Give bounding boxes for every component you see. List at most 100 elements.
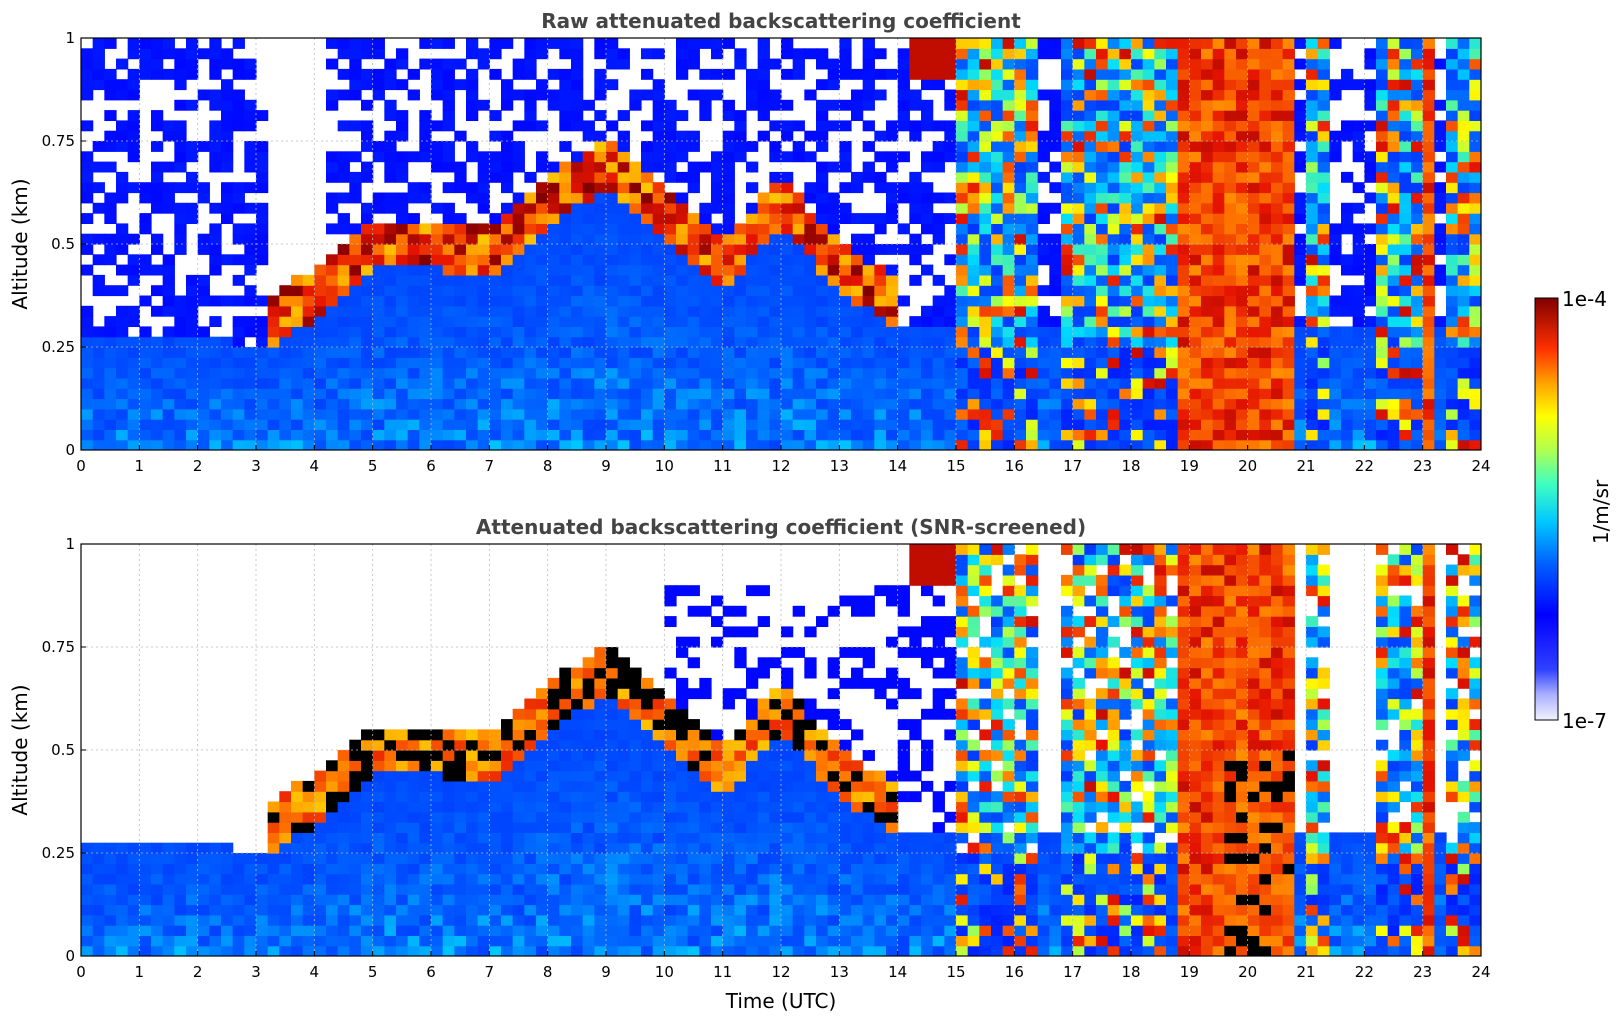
- heatmap-cell: [1388, 79, 1400, 90]
- heatmap-cell: [1189, 162, 1201, 173]
- heatmap-cell: [956, 223, 968, 234]
- heatmap-cell: [816, 306, 828, 317]
- heatmap-cell: [1166, 48, 1178, 59]
- heatmap-cell: [1061, 110, 1073, 121]
- heatmap-cell: [209, 131, 221, 142]
- heatmap-cell: [1026, 388, 1038, 399]
- heatmap-cell: [886, 399, 898, 410]
- heatmap-cell: [349, 894, 361, 905]
- heatmap-cell: [1154, 378, 1166, 389]
- heatmap-cell: [816, 131, 828, 142]
- heatmap-cell: [513, 203, 525, 214]
- heatmap-cell: [163, 182, 175, 193]
- heatmap-cell: [198, 357, 210, 368]
- heatmap-cell: [968, 440, 980, 451]
- heatmap-cell: [1341, 388, 1353, 399]
- heatmap-cell: [874, 296, 886, 307]
- heatmap-cell: [1014, 306, 1026, 317]
- heatmap-cell: [513, 213, 525, 224]
- heatmap-cell: [699, 316, 711, 327]
- heatmap-cell: [688, 357, 700, 368]
- heatmap-cell: [151, 203, 163, 214]
- heatmap-cell: [653, 399, 665, 410]
- heatmap-cell: [1108, 337, 1120, 348]
- heatmap-cell: [1318, 429, 1330, 440]
- heatmap-cell: [723, 172, 735, 183]
- heatmap-cell: [1224, 234, 1236, 245]
- heatmap-cell: [1329, 151, 1341, 162]
- heatmap-cell: [629, 213, 641, 224]
- heatmap-cell: [1434, 275, 1446, 286]
- heatmap-cell: [734, 429, 746, 440]
- heatmap-cell: [466, 326, 478, 337]
- heatmap-cell: [1259, 326, 1271, 337]
- heatmap-cell: [536, 254, 548, 265]
- heatmap-cell: [1119, 326, 1131, 337]
- heatmap-cell: [909, 193, 921, 204]
- heatmap-cell: [163, 399, 175, 410]
- heatmap-cell: [466, 48, 478, 59]
- heatmap-cell: [653, 254, 665, 265]
- heatmap-cell: [699, 399, 711, 410]
- heatmap-cell: [233, 90, 245, 101]
- heatmap-cell: [921, 69, 933, 80]
- heatmap-cell: [921, 409, 933, 420]
- heatmap-cell: [956, 193, 968, 204]
- heatmap-cell: [384, 275, 396, 286]
- heatmap-cell: [909, 275, 921, 286]
- heatmap-cell: [769, 172, 781, 183]
- heatmap-cell: [513, 894, 525, 905]
- heatmap-cell: [419, 347, 431, 358]
- heatmap-cell: [839, 59, 851, 70]
- heatmap-cell: [1458, 399, 1470, 410]
- heatmap-cell: [139, 905, 151, 916]
- heatmap-cell: [711, 296, 723, 307]
- heatmap-cell: [1446, 38, 1458, 49]
- heatmap-cell: [478, 843, 490, 854]
- heatmap-cell: [1259, 223, 1271, 234]
- heatmap-cell: [793, 306, 805, 317]
- heatmap-cell: [1388, 285, 1400, 296]
- heatmap-cell: [384, 234, 396, 245]
- heatmap-cell: [128, 409, 140, 420]
- heatmap-cell: [548, 905, 560, 916]
- heatmap-cell: [489, 254, 501, 265]
- heatmap-cell: [524, 254, 536, 265]
- heatmap-cell: [968, 337, 980, 348]
- heatmap-cell: [1003, 90, 1015, 101]
- heatmap-cell: [874, 213, 886, 224]
- heatmap-cell: [536, 925, 548, 936]
- heatmap-cell: [676, 213, 688, 224]
- heatmap-cell: [1003, 120, 1015, 131]
- heatmap-cell: [256, 326, 268, 337]
- heatmap-cell: [1423, 79, 1435, 90]
- heatmap-cell: [419, 740, 431, 751]
- heatmap-cell: [1376, 429, 1388, 440]
- heatmap-cell: [548, 935, 560, 946]
- heatmap-cell: [1049, 110, 1061, 121]
- heatmap-cell: [1131, 234, 1143, 245]
- heatmap-cell: [1259, 296, 1271, 307]
- heatmap-cell: [338, 90, 350, 101]
- heatmap-cell: [1259, 347, 1271, 358]
- heatmap-cell: [128, 90, 140, 101]
- heatmap-cell: [268, 925, 280, 936]
- heatmap-cell: [81, 863, 93, 874]
- heatmap-cell: [664, 326, 676, 337]
- heatmap-cell: [1178, 172, 1190, 183]
- heatmap-cell: [1038, 337, 1050, 348]
- heatmap-cell: [1411, 100, 1423, 111]
- heatmap-cell: [1294, 79, 1306, 90]
- heatmap-cell: [384, 254, 396, 265]
- heatmap-cell: [396, 193, 408, 204]
- heatmap-cell: [1294, 357, 1306, 368]
- heatmap-cell: [1213, 69, 1225, 80]
- heatmap-cell: [174, 378, 186, 389]
- heatmap-cell: [664, 162, 676, 173]
- heatmap-cell: [1014, 90, 1026, 101]
- heatmap-cell: [466, 894, 478, 905]
- heatmap-cell: [489, 265, 501, 276]
- heatmap-cell: [1224, 131, 1236, 142]
- heatmap-cell: [1446, 120, 1458, 131]
- heatmap-cell: [629, 750, 641, 761]
